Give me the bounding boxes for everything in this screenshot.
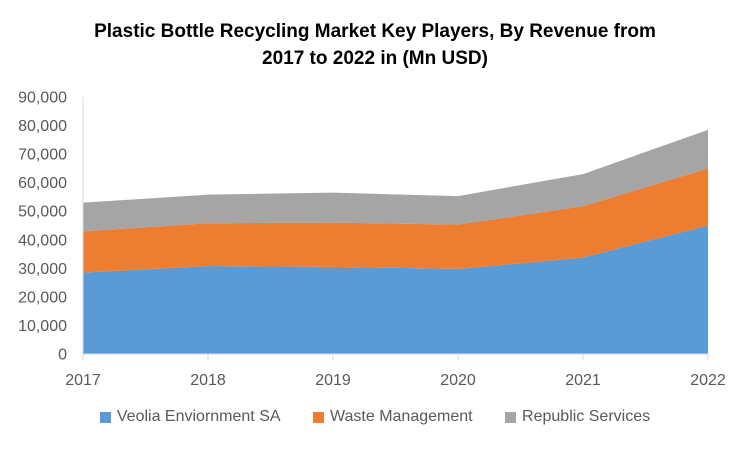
- legend-swatch-waste-management: [313, 411, 324, 423]
- y-tick-label: 0: [58, 347, 67, 364]
- x-tick-label: 2017: [65, 372, 101, 389]
- x-tick-label: 2020: [440, 372, 476, 389]
- y-tick-label: 60,000: [18, 175, 67, 192]
- axes-layer: [82, 97, 709, 360]
- y-tick-label: 30,000: [18, 261, 67, 278]
- chart-title-line-2: 2017 to 2022 in (Mn USD): [262, 48, 488, 69]
- area-layer: [83, 129, 708, 354]
- legend-label-waste-management: Waste Management: [330, 408, 473, 425]
- chart-title: Plastic Bottle Recycling Market Key Play…: [0, 18, 750, 72]
- legend-item-waste-management: Waste Management: [313, 408, 473, 426]
- x-tick-label: 2022: [690, 372, 726, 389]
- area-veolia-enviornment-sa: [83, 225, 708, 354]
- x-tick-labels: 2017 2018 2019 2020 2021 2022: [65, 372, 726, 389]
- y-tick-label: 50,000: [18, 204, 67, 221]
- chart-title-line-1: Plastic Bottle Recycling Market Key Play…: [94, 21, 656, 42]
- x-tick-label: 2018: [190, 372, 226, 389]
- legend-label-veolia: Veolia Enviornment SA: [116, 408, 281, 425]
- legend-item-veolia: Veolia Enviornment SA: [99, 408, 281, 426]
- y-tick-label: 10,000: [18, 318, 67, 335]
- area-republic-services: [83, 129, 708, 232]
- legend-item-republic-services: Republic Services: [505, 408, 650, 426]
- legend-label-republic-services: Republic Services: [522, 408, 651, 425]
- legend: Veolia Enviornment SA Waste Management R…: [0, 408, 750, 428]
- y-tick-label: 80,000: [18, 118, 67, 135]
- y-tick-labels: 0 10,000 20,000 30,000 40,000 50,000 60,000 70,…: [18, 90, 67, 364]
- y-tick-label: 70,000: [18, 147, 67, 164]
- y-tick-label: 20,000: [18, 289, 67, 306]
- x-tick-label: 2021: [565, 372, 601, 389]
- area-waste-management: [83, 168, 708, 273]
- legend-swatch-veolia: [99, 411, 111, 423]
- x-tick-label: 2019: [315, 372, 351, 389]
- legend-swatch-republic-services: [505, 411, 517, 423]
- y-tick-label: 40,000: [18, 232, 67, 249]
- y-tick-label: 90,000: [18, 90, 67, 107]
